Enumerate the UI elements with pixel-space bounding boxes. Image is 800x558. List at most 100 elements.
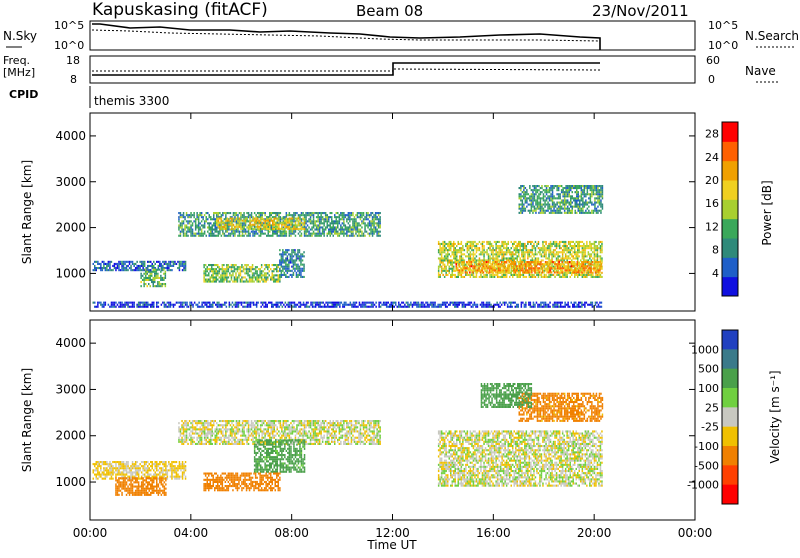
- data-cell: [513, 240, 515, 243]
- data-cell: [248, 280, 251, 283]
- data-cell: [323, 212, 325, 215]
- data-cell: [298, 249, 301, 252]
- data-cell: [577, 205, 579, 208]
- data-cell: [169, 264, 172, 267]
- data-cell: [272, 230, 274, 233]
- freq-right-label: Nave: [745, 64, 776, 78]
- data-cell: [565, 201, 567, 204]
- data-cell: [498, 251, 500, 254]
- data-cell: [548, 203, 551, 206]
- data-cell: [343, 301, 346, 304]
- data-cell: [284, 230, 286, 233]
- data-cell: [110, 305, 113, 308]
- data-cell: [440, 265, 443, 268]
- data-cell: [518, 249, 520, 252]
- data-cell: [505, 267, 507, 270]
- data-cell: [142, 260, 144, 263]
- data-cell: [568, 203, 570, 206]
- data-cell: [209, 270, 211, 273]
- data-cell: [439, 273, 441, 276]
- data-cell: [559, 203, 561, 206]
- data-cell: [374, 228, 377, 231]
- data-cell: [288, 275, 290, 278]
- data-cell: [519, 265, 521, 268]
- data-cell: [288, 212, 291, 215]
- data-cell: [361, 230, 363, 233]
- data-cell: [281, 221, 283, 224]
- data-cell: [314, 224, 316, 227]
- data-cell: [551, 273, 553, 276]
- data-cell: [145, 276, 147, 279]
- data-cell: [165, 305, 167, 308]
- data-cell: [130, 264, 132, 267]
- data-cell: [258, 225, 260, 228]
- data-cell: [442, 247, 444, 250]
- data-cell: [539, 269, 541, 272]
- data-cell: [160, 278, 162, 281]
- data-cell: [225, 217, 227, 220]
- data-cell: [542, 203, 545, 206]
- data-cell: [303, 251, 305, 254]
- data-cell: [547, 191, 549, 194]
- data-cell: [521, 242, 523, 245]
- data-cell: [583, 253, 585, 256]
- data-cell: [468, 261, 470, 264]
- data-cell: [472, 253, 475, 256]
- data-cell: [524, 242, 526, 245]
- data-cell: [581, 257, 584, 260]
- data-cell: [214, 224, 216, 227]
- data-cell: [125, 269, 128, 272]
- data-cell: [285, 273, 287, 276]
- data-cell: [237, 225, 239, 228]
- data-cell: [586, 273, 588, 276]
- data-cell: [516, 257, 518, 260]
- data-cell: [586, 187, 589, 190]
- data-cell: [453, 273, 455, 276]
- data-cell: [379, 226, 381, 229]
- data-cell: [251, 264, 254, 267]
- data-cell: [149, 274, 151, 277]
- data-cell: [328, 220, 330, 223]
- data-cell: [299, 222, 301, 225]
- data-cell: [504, 240, 506, 243]
- data-cell: [226, 268, 228, 271]
- data-cell: [499, 269, 501, 272]
- data-cell: [213, 228, 215, 231]
- data-cell: [268, 270, 270, 273]
- data-cell: [262, 270, 264, 273]
- data-cell: [256, 227, 259, 230]
- noise-left-tick-top: 10^5: [54, 19, 84, 32]
- data-cell: [562, 201, 564, 204]
- data-cell: [323, 232, 325, 235]
- data-cell: [535, 187, 537, 190]
- data-cell: [141, 278, 144, 281]
- data-cell: [324, 212, 327, 215]
- data-cell: [301, 263, 304, 266]
- data-cell: [578, 249, 580, 252]
- data-cell: [598, 185, 601, 188]
- data-cell: [504, 253, 506, 256]
- data-cell: [209, 280, 211, 283]
- data-cell: [214, 212, 216, 215]
- data-cell: [372, 305, 374, 308]
- data-cell: [270, 276, 272, 279]
- data-cell: [305, 214, 307, 217]
- data-cell: [526, 199, 528, 202]
- data-cell: [550, 189, 552, 192]
- data-cell: [263, 301, 265, 304]
- data-cell: [469, 275, 472, 278]
- data-cell: [501, 273, 503, 276]
- data-cell: [205, 218, 207, 221]
- data-cell: [255, 305, 258, 308]
- data-cell: [578, 240, 580, 243]
- data-cell: [273, 223, 275, 226]
- data-cell: [575, 271, 577, 274]
- data-cell: [519, 261, 521, 264]
- data-cell: [593, 247, 596, 250]
- data-cell: [583, 203, 586, 206]
- data-cell: [226, 230, 229, 233]
- data-cell: [359, 218, 362, 221]
- data-cell: [520, 197, 522, 200]
- data-cell: [543, 251, 546, 254]
- data-cell: [401, 305, 403, 308]
